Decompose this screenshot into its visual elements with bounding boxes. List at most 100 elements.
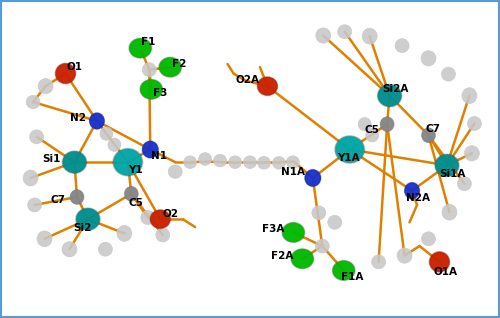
Ellipse shape bbox=[422, 128, 434, 142]
Ellipse shape bbox=[372, 255, 386, 269]
Ellipse shape bbox=[282, 223, 304, 242]
Ellipse shape bbox=[64, 152, 86, 172]
Ellipse shape bbox=[76, 208, 100, 230]
Ellipse shape bbox=[160, 58, 180, 76]
Text: F3A: F3A bbox=[262, 224, 284, 234]
Ellipse shape bbox=[28, 198, 42, 212]
Ellipse shape bbox=[442, 204, 457, 220]
Ellipse shape bbox=[462, 88, 477, 104]
Text: Si1: Si1 bbox=[42, 154, 60, 164]
Ellipse shape bbox=[436, 155, 458, 176]
Ellipse shape bbox=[362, 28, 377, 44]
Text: F3: F3 bbox=[153, 88, 168, 98]
Ellipse shape bbox=[312, 206, 326, 220]
Ellipse shape bbox=[62, 242, 77, 257]
Ellipse shape bbox=[90, 113, 104, 129]
Ellipse shape bbox=[129, 38, 152, 58]
Text: O2: O2 bbox=[162, 210, 178, 219]
Ellipse shape bbox=[397, 248, 412, 263]
Text: F1: F1 bbox=[141, 37, 156, 47]
Ellipse shape bbox=[304, 169, 321, 187]
Ellipse shape bbox=[258, 156, 270, 169]
Ellipse shape bbox=[56, 63, 76, 84]
Text: C7: C7 bbox=[50, 195, 66, 205]
Text: F2A: F2A bbox=[271, 251, 293, 260]
Text: C5: C5 bbox=[364, 125, 380, 135]
Ellipse shape bbox=[292, 250, 313, 268]
Ellipse shape bbox=[130, 39, 151, 57]
Ellipse shape bbox=[143, 142, 158, 157]
Ellipse shape bbox=[395, 39, 409, 52]
Ellipse shape bbox=[429, 252, 450, 272]
Text: Si1A: Si1A bbox=[439, 169, 465, 179]
Text: Si2A: Si2A bbox=[382, 84, 409, 94]
Text: O1A: O1A bbox=[434, 267, 458, 277]
Ellipse shape bbox=[358, 118, 371, 131]
Ellipse shape bbox=[464, 146, 479, 161]
Ellipse shape bbox=[332, 260, 355, 280]
Ellipse shape bbox=[405, 183, 419, 198]
Text: O2A: O2A bbox=[236, 75, 260, 85]
Ellipse shape bbox=[125, 187, 138, 200]
Ellipse shape bbox=[336, 137, 363, 162]
Ellipse shape bbox=[56, 64, 75, 83]
Text: N1: N1 bbox=[152, 151, 168, 162]
Ellipse shape bbox=[328, 215, 342, 229]
Ellipse shape bbox=[378, 86, 401, 106]
Ellipse shape bbox=[159, 57, 182, 77]
Text: N1A: N1A bbox=[281, 167, 305, 177]
Ellipse shape bbox=[30, 130, 44, 144]
Ellipse shape bbox=[100, 127, 113, 140]
Ellipse shape bbox=[381, 118, 394, 131]
Ellipse shape bbox=[272, 156, 285, 169]
Ellipse shape bbox=[98, 242, 112, 256]
Ellipse shape bbox=[286, 156, 300, 169]
Text: C5: C5 bbox=[129, 198, 144, 208]
Ellipse shape bbox=[70, 190, 84, 204]
Ellipse shape bbox=[141, 211, 155, 225]
Ellipse shape bbox=[142, 141, 158, 158]
Ellipse shape bbox=[168, 165, 182, 178]
Text: Y1: Y1 bbox=[128, 165, 143, 175]
Text: C7: C7 bbox=[426, 124, 441, 134]
Ellipse shape bbox=[37, 231, 52, 247]
Ellipse shape bbox=[228, 156, 241, 169]
Ellipse shape bbox=[380, 117, 394, 131]
Ellipse shape bbox=[283, 223, 304, 242]
Ellipse shape bbox=[23, 170, 38, 186]
Ellipse shape bbox=[291, 249, 314, 269]
Ellipse shape bbox=[108, 138, 121, 151]
Ellipse shape bbox=[458, 177, 471, 191]
Ellipse shape bbox=[214, 154, 226, 167]
Ellipse shape bbox=[335, 136, 364, 163]
Ellipse shape bbox=[378, 85, 402, 107]
Ellipse shape bbox=[114, 149, 141, 175]
Text: N2A: N2A bbox=[406, 193, 430, 203]
Ellipse shape bbox=[430, 252, 449, 271]
Ellipse shape bbox=[76, 209, 99, 230]
Ellipse shape bbox=[117, 225, 132, 241]
Ellipse shape bbox=[62, 151, 86, 173]
Ellipse shape bbox=[442, 67, 456, 81]
Ellipse shape bbox=[257, 77, 278, 96]
Text: F2: F2 bbox=[172, 59, 186, 69]
Ellipse shape bbox=[26, 95, 40, 109]
Ellipse shape bbox=[338, 25, 351, 39]
Text: O1: O1 bbox=[66, 62, 82, 72]
Ellipse shape bbox=[184, 156, 196, 169]
Ellipse shape bbox=[150, 210, 171, 229]
Ellipse shape bbox=[421, 51, 436, 66]
Ellipse shape bbox=[316, 28, 331, 43]
Ellipse shape bbox=[90, 114, 104, 128]
Text: F1A: F1A bbox=[340, 273, 363, 282]
Ellipse shape bbox=[468, 117, 481, 130]
Ellipse shape bbox=[140, 80, 162, 99]
Ellipse shape bbox=[70, 190, 83, 204]
Ellipse shape bbox=[306, 170, 320, 186]
Text: N2: N2 bbox=[70, 113, 86, 123]
Ellipse shape bbox=[198, 153, 211, 165]
Ellipse shape bbox=[366, 128, 378, 142]
Ellipse shape bbox=[422, 128, 435, 142]
Ellipse shape bbox=[422, 232, 436, 246]
Ellipse shape bbox=[38, 79, 53, 94]
